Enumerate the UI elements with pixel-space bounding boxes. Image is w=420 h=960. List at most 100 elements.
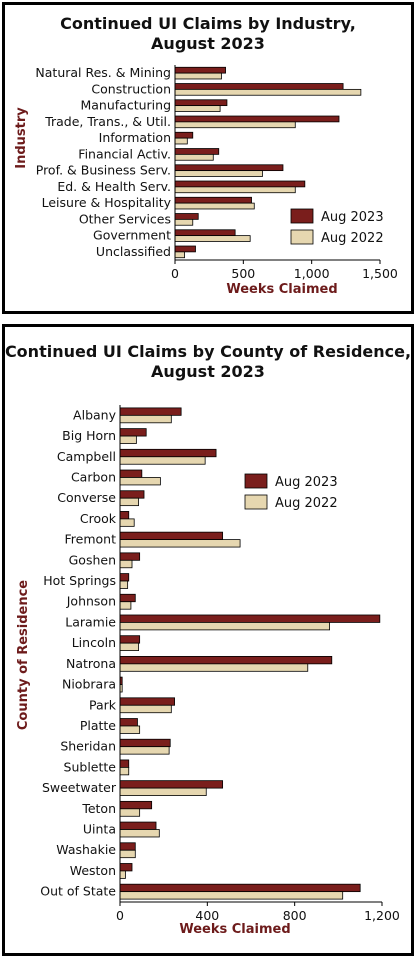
bar-aug2023 [174,213,199,220]
category-label: Natrona [66,656,116,671]
bar-aug2022 [119,622,331,631]
bar-aug2022 [119,704,172,714]
category-label: Washakie [56,842,116,857]
bar-aug2022 [174,251,185,259]
bar-aug2022 [119,829,160,838]
category-label: Construction [91,81,171,96]
bar-aug2022 [119,642,139,652]
bar-aug2022 [119,435,137,444]
bar-aug2022 [174,170,263,177]
category-label: Teton [81,801,116,816]
category-label: Other Services [79,211,171,226]
y-axis-label: County of Residence [16,580,31,730]
industry-chart-panel: Continued UI Claims by Industry, August … [2,2,414,314]
category-label: Niobrara [62,677,116,692]
category-label: Campbell [57,449,116,464]
bar-aug2023 [174,66,226,74]
bar-aug2023 [119,842,136,851]
bar-aug2023 [119,738,171,748]
category-label: Laramie [65,614,116,629]
bar-aug2022 [174,72,222,80]
bar-aug2023 [174,83,344,90]
category-label: Crook [80,511,117,526]
bar-aug2023 [119,593,136,603]
category-label: Natural Res. & Mining [35,65,171,80]
bar-aug2023 [174,131,194,139]
bar-aug2023 [119,490,145,499]
legend-label: Aug 2022 [321,231,384,246]
bar-aug2023 [119,655,333,665]
bar-aug2023 [119,759,130,768]
bar-aug2023 [119,511,130,520]
bar-aug2022 [174,137,188,145]
category-label: Carbon [71,469,116,484]
category-label: Hot Springs [43,573,116,588]
chart-title-line1: Continued UI Claims by County of Residen… [5,342,411,361]
bar-aug2023 [174,148,220,155]
category-label: Sheridan [60,739,116,754]
bar-aug2023 [119,407,182,416]
bar-aug2022 [119,891,344,900]
bar-aug2023 [174,245,196,253]
bar-aug2022 [119,849,136,859]
bar-aug2022 [174,235,251,242]
bar-aug2022 [119,497,139,507]
bar-aug2023 [119,531,224,541]
bar-aug2022 [119,601,132,610]
bar-aug2022 [119,787,207,796]
bar-aug2022 [119,518,135,527]
bar-aug2022 [119,477,161,486]
y-axis-label: Industry [14,107,29,169]
industry-chart: Continued UI Claims by Industry, August … [14,14,398,297]
category-label: Lincoln [72,635,116,650]
county-chart-panel: Continued UI Claims by County of Residen… [2,324,414,956]
bar-aug2022 [174,88,362,96]
bar-aug2022 [174,202,255,210]
legend-label: Aug 2023 [321,210,384,225]
bar-aug2022 [174,121,296,129]
x-tick-label: 400 [195,908,219,923]
bar-aug2022 [119,414,172,424]
bar-aug2023 [119,552,141,561]
bar-aug2022 [119,580,129,589]
x-tick-label: 1,500 [362,266,398,281]
category-label: Trade, Trans., & Util. [44,114,171,129]
legend-swatch [244,494,268,510]
bar-aug2022 [119,456,206,465]
category-label: Financial Activ. [78,146,171,161]
category-label: Platte [80,718,116,733]
x-tick-label: 800 [283,908,307,923]
category-label: Manufacturing [80,98,171,113]
category-label: Goshen [69,552,116,567]
bar-aug2023 [174,229,236,237]
bar-aug2023 [119,448,217,458]
x-tick-label: 0 [116,908,124,923]
bar-aug2023 [174,196,252,204]
category-label: Park [89,697,117,712]
bar-aug2023 [119,718,138,727]
bar-aug2023 [174,164,284,172]
x-tick-label: 1,200 [364,908,400,923]
category-label: Johnson [66,594,116,609]
category-label: Converse [57,490,116,505]
category-label: Weston [70,863,116,878]
bar-aug2023 [119,428,147,437]
category-label: Leisure & Hospitality [42,195,172,210]
bar-aug2022 [119,746,170,755]
category-label: Fremont [65,532,117,547]
bar-aug2022 [119,870,126,879]
legend-swatch [290,208,314,224]
chart-title-line2: August 2023 [151,34,265,53]
x-axis-label: Weeks Claimed [179,922,290,937]
legend-label: Aug 2023 [275,475,338,490]
category-label: Sublette [64,759,117,774]
legend-swatch [244,473,268,489]
bar-aug2023 [119,614,381,623]
bar-aug2023 [119,697,175,706]
category-label: Prof. & Business Serv. [36,163,171,178]
bar-aug2023 [119,635,141,644]
category-label: Out of State [40,884,116,899]
bar-aug2023 [174,99,228,107]
category-label: Uinta [83,822,116,837]
